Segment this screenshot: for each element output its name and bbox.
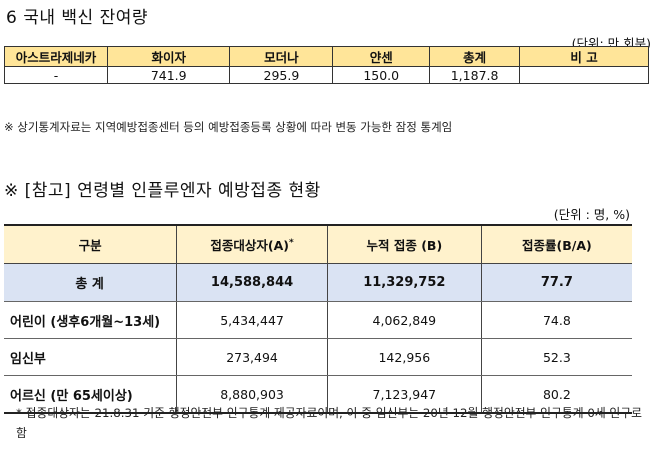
row-rate: 74.8 xyxy=(480,301,632,339)
cell-janssen: 150.0 xyxy=(332,66,431,84)
table-row-total: 총 계 14,588,844 11,329,752 77.7 xyxy=(4,263,632,302)
provisional-stats-note: ※ 상기통계자료는 지역예방접종센터 등의 예방접종등록 상황에 따라 변동 가… xyxy=(4,120,453,134)
row-target: 8,880,903 xyxy=(176,375,328,414)
row-label: 어르신 (만 65세이상) xyxy=(4,375,178,414)
row-label: 총 계 xyxy=(4,263,178,302)
row-cumulative: 142,956 xyxy=(326,338,482,376)
header-rate: 접종률(B/A) xyxy=(480,224,632,264)
flu-vaccination-table: 구분 접종대상자(A)* 누적 접종 (B) 접종률(B/A) 총 계 14,5… xyxy=(4,224,632,414)
header-total: 총계 xyxy=(429,46,521,67)
row-rate: 80.2 xyxy=(480,375,632,414)
header-moderna: 모더나 xyxy=(229,46,334,67)
row-cumulative: 11,329,752 xyxy=(326,263,482,302)
header-category: 구분 xyxy=(4,224,178,264)
row-cumulative: 4,062,849 xyxy=(326,301,482,339)
cell-pfizer: 741.9 xyxy=(107,66,231,84)
target-population-footnote: * 접종대상자는 21.8.31 기준 행정안전부 인구통계 제공자료이며, 이… xyxy=(16,406,642,440)
header-pfizer: 화이자 xyxy=(107,46,231,67)
header-janssen: 얀센 xyxy=(332,46,431,67)
cell-total: 1,187.8 xyxy=(429,66,521,84)
vaccine-stock-row: - 741.9 295.9 150.0 1,187.8 xyxy=(3,66,649,84)
row-label: 어린이 (생후6개월~13세) xyxy=(4,301,178,339)
header-target-label: 접종대상자(A) xyxy=(210,238,289,253)
table-row-children: 어린이 (생후6개월~13세) 5,434,447 4,062,849 74.8 xyxy=(4,301,632,339)
cell-astrazeneca: - xyxy=(3,66,109,84)
row-rate: 52.3 xyxy=(480,338,632,376)
row-label: 임신부 xyxy=(4,338,178,376)
section-6-title: 6 국내 백신 잔여량 xyxy=(6,8,149,28)
vaccine-stock-table: 아스트라제네카 화이자 모더나 얀센 총계 비 고 - 741.9 295.9 … xyxy=(3,46,649,84)
flu-header-row: 구분 접종대상자(A)* 누적 접종 (B) 접종률(B/A) xyxy=(4,224,632,264)
row-rate: 77.7 xyxy=(480,263,632,302)
cell-moderna: 295.9 xyxy=(229,66,334,84)
header-remarks: 비 고 xyxy=(519,46,649,67)
reference-title: ※ [참고] 연령별 인플루엔자 예방접종 현황 xyxy=(4,181,321,201)
header-target: 접종대상자(A)* xyxy=(176,224,328,264)
cell-remarks xyxy=(519,66,649,84)
table-row-elderly: 어르신 (만 65세이상) 8,880,903 7,123,947 80.2 xyxy=(4,375,632,414)
row-target: 5,434,447 xyxy=(176,301,328,339)
row-target: 14,588,844 xyxy=(176,263,328,302)
reference-unit: (단위 : 명, %) xyxy=(553,207,630,222)
header-astrazeneca: 아스트라제네카 xyxy=(3,46,109,67)
row-target: 273,494 xyxy=(176,338,328,376)
row-cumulative: 7,123,947 xyxy=(326,375,482,414)
header-target-mark: * xyxy=(288,237,294,248)
table-row-pregnant: 임신부 273,494 142,956 52.3 xyxy=(4,338,632,376)
vaccine-stock-header-row: 아스트라제네카 화이자 모더나 얀센 총계 비 고 xyxy=(3,46,649,67)
header-cumulative: 누적 접종 (B) xyxy=(326,224,482,264)
